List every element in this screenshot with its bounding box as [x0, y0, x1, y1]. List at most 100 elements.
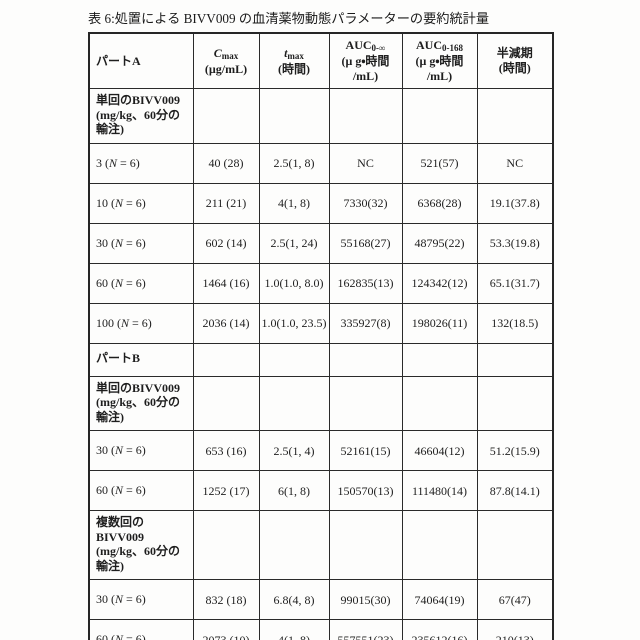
- value-cell: 19.1(37.8): [476, 182, 554, 224]
- part-a-label: パートA: [96, 53, 141, 68]
- section-row: パートB: [88, 342, 554, 377]
- value-cell: 1252 (17): [192, 470, 260, 511]
- dose-label-prefix: 30 (: [96, 235, 115, 250]
- column-header-half-life: 半減期 (時間): [476, 32, 554, 89]
- dose-label-suffix: = 6): [123, 592, 146, 607]
- value-cell: 162835(13): [328, 262, 403, 304]
- dose-label-prefix: 3 (: [96, 155, 109, 170]
- table-row: 30 (N = 6) 653 (16) 2.5(1, 4) 52161(15) 4660…: [88, 430, 554, 471]
- section-label: 単回のBIVV009 (mg/kg、60分の 輸注): [88, 88, 194, 144]
- auc-inf-subscript: 0-∞: [371, 43, 386, 53]
- value-cell: 198026(11): [401, 302, 478, 344]
- table-row: 10 (N = 6) 211 (21) 4(1, 8) 7330(32) 6368(28…: [88, 182, 554, 224]
- value-cell: 53.3(19.8): [476, 222, 554, 264]
- value-cell: 4(1, 8): [258, 619, 330, 640]
- dose-label: 10 (N = 6): [88, 182, 194, 224]
- value-cell: 2.5(1, 24): [258, 222, 330, 264]
- value-cell: 55168(27): [328, 222, 403, 264]
- column-header-cmax: Cmax (µg/mL): [192, 32, 260, 89]
- empty-cell: [258, 342, 330, 377]
- section-label-line: (mg/kg、60分の: [96, 544, 181, 558]
- empty-cell: [476, 510, 554, 580]
- column-header-part-a: パートA: [88, 32, 194, 89]
- dose-n-symbol: N: [115, 275, 124, 290]
- value-cell: 48795(22): [401, 222, 478, 264]
- dose-label-prefix: 30 (: [96, 592, 115, 607]
- value-cell: 99015(30): [328, 579, 403, 620]
- table-header: パートA Cmax (µg/mL) tmax (時間) AUC0-∞ (μ g・…: [88, 32, 554, 89]
- empty-cell: [258, 88, 330, 144]
- column-header-tmax: tmax (時間): [258, 32, 330, 89]
- header-row: パートA Cmax (µg/mL) tmax (時間) AUC0-∞ (μ g・…: [88, 32, 554, 89]
- value-cell: 46604(12): [401, 430, 478, 471]
- auc-inf-symbol: AUC: [345, 38, 372, 52]
- value-cell: 150570(13): [328, 470, 403, 511]
- auc-inf-unit-line2: /mL): [352, 69, 379, 83]
- auc-168-symbol: AUC: [416, 38, 442, 52]
- empty-cell: [476, 375, 554, 431]
- value-cell: 51.2(15.9): [476, 430, 554, 471]
- section-row: 単回のBIVV009 (mg/kg、60分の 輸注): [88, 375, 554, 431]
- page-content: 表 6:処置による BIVV009 の血清薬物動態パラメーターの要約統計量 パー…: [88, 10, 556, 640]
- section-label-line: 複数回の: [96, 515, 145, 529]
- value-cell: 7330(32): [328, 182, 403, 224]
- dose-label-suffix: = 6): [123, 235, 146, 250]
- dose-n-symbol: N: [115, 195, 124, 210]
- empty-cell: [476, 88, 554, 144]
- half-life-unit: (時間): [498, 61, 531, 75]
- empty-cell: [258, 510, 330, 580]
- value-cell: 521(57): [401, 142, 478, 184]
- value-cell: 1464 (16): [192, 262, 260, 304]
- empty-cell: [192, 342, 260, 377]
- dose-label-suffix: = 6): [117, 155, 140, 170]
- table-row: 60 (N = 6) 1252 (17) 6(1, 8) 150570(13) 1114…: [88, 470, 554, 511]
- section-label-line: パートB: [96, 351, 141, 366]
- table-body: 単回のBIVV009 (mg/kg、60分の 輸注) 3 (N = 6) 40 (28)…: [88, 88, 554, 640]
- value-cell: 235612(16): [401, 619, 478, 640]
- dose-label-suffix: = 6): [129, 315, 152, 330]
- dose-n-symbol: N: [109, 155, 118, 170]
- dose-label: 30 (N = 6): [88, 579, 194, 620]
- table-row: 60 (N = 6) 2073 (10) 4(1, 8) 557551(23) 2356…: [88, 619, 554, 640]
- section-row: 複数回の BIVV009 (mg/kg、60分の 輸注): [88, 510, 554, 580]
- pk-summary-table: パートA Cmax (µg/mL) tmax (時間) AUC0-∞ (μ g・…: [88, 32, 554, 640]
- value-cell: 2073 (10): [192, 619, 260, 640]
- section-label-line: BIVV009: [96, 529, 145, 544]
- value-cell: 111480(14): [401, 470, 478, 511]
- dose-label-prefix: 100 (: [96, 315, 121, 330]
- value-cell: 52161(15): [328, 430, 403, 471]
- value-cell: NC: [328, 142, 403, 184]
- dose-label-suffix: = 6): [123, 275, 146, 290]
- cmax-symbol: C: [213, 45, 222, 60]
- dose-label-suffix: = 6): [123, 483, 146, 498]
- dose-label-prefix: 60 (: [96, 632, 115, 640]
- empty-cell: [192, 510, 260, 580]
- dose-label-suffix: = 6): [123, 632, 146, 640]
- value-cell: 40 (28): [192, 142, 260, 184]
- dose-n-symbol: N: [115, 235, 124, 250]
- dose-label: 60 (N = 6): [88, 262, 194, 304]
- value-cell: 6.8(4, 8): [258, 579, 330, 620]
- empty-cell: [401, 510, 478, 580]
- auc-inf-unit-line1: (μ g・時間: [341, 54, 390, 68]
- value-cell: 602 (14): [192, 222, 260, 264]
- section-label-line: 単回のBIVV009: [96, 380, 181, 395]
- dose-label-prefix: 60 (: [96, 483, 115, 498]
- table-row: 30 (N = 6) 602 (14) 2.5(1, 24) 55168(27) 487…: [88, 222, 554, 264]
- tmax-symbol: t: [284, 45, 288, 60]
- value-cell: 4(1, 8): [258, 182, 330, 224]
- value-cell: 67(47): [476, 579, 554, 620]
- empty-cell: [328, 375, 403, 431]
- value-cell: 2036 (14): [192, 302, 260, 344]
- section-label-line: 輸注): [96, 409, 124, 424]
- table-row: 3 (N = 6) 40 (28) 2.5(1, 8) NC 521(57) NC: [88, 142, 554, 184]
- section-label-line: 単回のBIVV009: [96, 93, 181, 107]
- value-cell: 6(1, 8): [258, 470, 330, 511]
- section-row: 単回のBIVV009 (mg/kg、60分の 輸注): [88, 88, 554, 144]
- empty-cell: [328, 88, 403, 144]
- auc-168-unit-line2: /mL): [426, 69, 453, 83]
- value-cell: 6368(28): [401, 182, 478, 224]
- value-cell: 2.5(1, 8): [258, 142, 330, 184]
- half-life-title: 半減期: [496, 46, 533, 60]
- value-cell: 832 (18): [192, 579, 260, 620]
